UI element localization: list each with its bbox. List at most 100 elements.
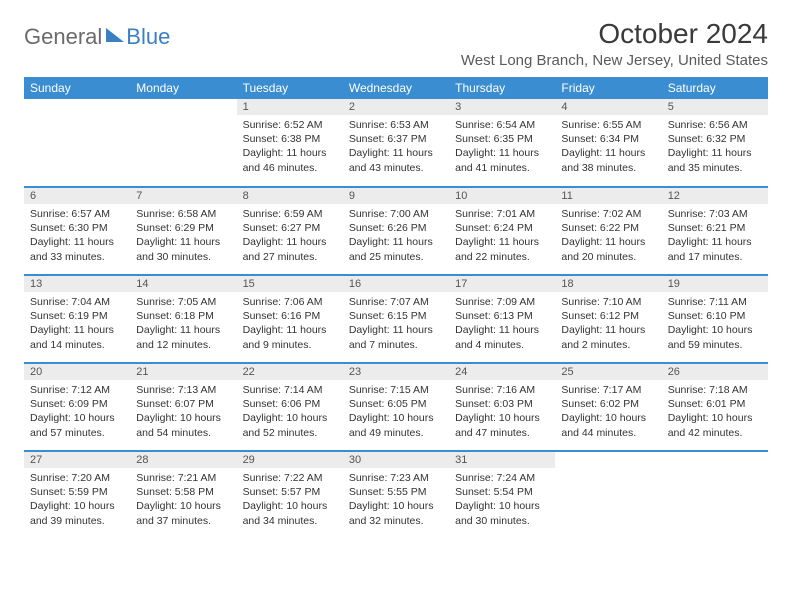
sunset-text: Sunset: 6:34 PM — [561, 132, 655, 146]
sunrise-text: Sunrise: 7:09 AM — [455, 295, 549, 309]
daylight-text: Daylight: 10 hours and 49 minutes. — [349, 411, 443, 439]
calendar-day-cell: 9Sunrise: 7:00 AMSunset: 6:26 PMDaylight… — [343, 187, 449, 275]
calendar-day-cell: 5Sunrise: 6:56 AMSunset: 6:32 PMDaylight… — [662, 99, 768, 187]
daylight-text: Daylight: 11 hours and 41 minutes. — [455, 146, 549, 174]
daylight-text: Daylight: 10 hours and 30 minutes. — [455, 499, 549, 527]
calendar-week-row: 27Sunrise: 7:20 AMSunset: 5:59 PMDayligh… — [24, 451, 768, 539]
daylight-text: Daylight: 10 hours and 57 minutes. — [30, 411, 124, 439]
daylight-text: Daylight: 10 hours and 59 minutes. — [668, 323, 762, 351]
header: General Blue October 2024 West Long Bran… — [24, 18, 768, 69]
weekday-header: Tuesday — [237, 77, 343, 99]
calendar-week-row: 20Sunrise: 7:12 AMSunset: 6:09 PMDayligh… — [24, 363, 768, 451]
daylight-text: Daylight: 11 hours and 9 minutes. — [243, 323, 337, 351]
calendar-day-cell: 13Sunrise: 7:04 AMSunset: 6:19 PMDayligh… — [24, 275, 130, 363]
day-number: 8 — [237, 188, 343, 204]
day-number: 14 — [130, 276, 236, 292]
weekday-header: Saturday — [662, 77, 768, 99]
daylight-text: Daylight: 10 hours and 52 minutes. — [243, 411, 337, 439]
calendar-day-cell: 8Sunrise: 6:59 AMSunset: 6:27 PMDaylight… — [237, 187, 343, 275]
sunset-text: Sunset: 6:02 PM — [561, 397, 655, 411]
daylight-text: Daylight: 10 hours and 42 minutes. — [668, 411, 762, 439]
day-content: Sunrise: 7:02 AMSunset: 6:22 PMDaylight:… — [555, 204, 661, 268]
day-number: 27 — [24, 452, 130, 468]
daylight-text: Daylight: 11 hours and 25 minutes. — [349, 235, 443, 263]
day-number: 29 — [237, 452, 343, 468]
day-number: 24 — [449, 364, 555, 380]
day-content: Sunrise: 7:03 AMSunset: 6:21 PMDaylight:… — [662, 204, 768, 268]
sunset-text: Sunset: 6:01 PM — [668, 397, 762, 411]
sunrise-text: Sunrise: 7:01 AM — [455, 207, 549, 221]
day-number: 15 — [237, 276, 343, 292]
location-subtitle: West Long Branch, New Jersey, United Sta… — [461, 52, 768, 69]
sunrise-text: Sunrise: 7:02 AM — [561, 207, 655, 221]
daylight-text: Daylight: 10 hours and 54 minutes. — [136, 411, 230, 439]
sunset-text: Sunset: 6:30 PM — [30, 221, 124, 235]
sunset-text: Sunset: 5:54 PM — [455, 485, 549, 499]
sunset-text: Sunset: 6:27 PM — [243, 221, 337, 235]
daylight-text: Daylight: 10 hours and 34 minutes. — [243, 499, 337, 527]
day-content: Sunrise: 6:54 AMSunset: 6:35 PMDaylight:… — [449, 115, 555, 179]
sunrise-text: Sunrise: 6:57 AM — [30, 207, 124, 221]
calendar-day-cell: 4Sunrise: 6:55 AMSunset: 6:34 PMDaylight… — [555, 99, 661, 187]
sunset-text: Sunset: 6:05 PM — [349, 397, 443, 411]
day-content: Sunrise: 6:52 AMSunset: 6:38 PMDaylight:… — [237, 115, 343, 179]
day-number: 25 — [555, 364, 661, 380]
sunrise-text: Sunrise: 7:20 AM — [30, 471, 124, 485]
day-content: Sunrise: 6:59 AMSunset: 6:27 PMDaylight:… — [237, 204, 343, 268]
day-content: Sunrise: 7:09 AMSunset: 6:13 PMDaylight:… — [449, 292, 555, 356]
calendar-day-cell: 3Sunrise: 6:54 AMSunset: 6:35 PMDaylight… — [449, 99, 555, 187]
daylight-text: Daylight: 10 hours and 37 minutes. — [136, 499, 230, 527]
day-content: Sunrise: 7:12 AMSunset: 6:09 PMDaylight:… — [24, 380, 130, 444]
calendar-day-cell: 23Sunrise: 7:15 AMSunset: 6:05 PMDayligh… — [343, 363, 449, 451]
day-content: Sunrise: 6:57 AMSunset: 6:30 PMDaylight:… — [24, 204, 130, 268]
calendar-day-cell — [555, 451, 661, 539]
day-content: Sunrise: 6:56 AMSunset: 6:32 PMDaylight:… — [662, 115, 768, 179]
calendar-day-cell — [130, 99, 236, 187]
sunrise-text: Sunrise: 7:12 AM — [30, 383, 124, 397]
day-number: 7 — [130, 188, 236, 204]
weekday-header: Thursday — [449, 77, 555, 99]
sunset-text: Sunset: 6:15 PM — [349, 309, 443, 323]
sunrise-text: Sunrise: 7:22 AM — [243, 471, 337, 485]
calendar-day-cell: 20Sunrise: 7:12 AMSunset: 6:09 PMDayligh… — [24, 363, 130, 451]
daylight-text: Daylight: 10 hours and 47 minutes. — [455, 411, 549, 439]
day-number — [130, 99, 236, 103]
calendar-week-row: 13Sunrise: 7:04 AMSunset: 6:19 PMDayligh… — [24, 275, 768, 363]
day-number: 17 — [449, 276, 555, 292]
sunrise-text: Sunrise: 6:59 AM — [243, 207, 337, 221]
day-number: 13 — [24, 276, 130, 292]
sunrise-text: Sunrise: 7:23 AM — [349, 471, 443, 485]
day-content: Sunrise: 6:55 AMSunset: 6:34 PMDaylight:… — [555, 115, 661, 179]
sunset-text: Sunset: 6:37 PM — [349, 132, 443, 146]
calendar-day-cell: 16Sunrise: 7:07 AMSunset: 6:15 PMDayligh… — [343, 275, 449, 363]
day-number: 28 — [130, 452, 236, 468]
daylight-text: Daylight: 10 hours and 32 minutes. — [349, 499, 443, 527]
calendar-day-cell: 29Sunrise: 7:22 AMSunset: 5:57 PMDayligh… — [237, 451, 343, 539]
day-number: 1 — [237, 99, 343, 115]
sunrise-text: Sunrise: 7:07 AM — [349, 295, 443, 309]
sunset-text: Sunset: 6:12 PM — [561, 309, 655, 323]
logo: General Blue — [24, 18, 170, 50]
daylight-text: Daylight: 11 hours and 27 minutes. — [243, 235, 337, 263]
daylight-text: Daylight: 10 hours and 44 minutes. — [561, 411, 655, 439]
day-number: 30 — [343, 452, 449, 468]
calendar-day-cell: 19Sunrise: 7:11 AMSunset: 6:10 PMDayligh… — [662, 275, 768, 363]
sunrise-text: Sunrise: 6:56 AM — [668, 118, 762, 132]
sunrise-text: Sunrise: 7:11 AM — [668, 295, 762, 309]
daylight-text: Daylight: 10 hours and 39 minutes. — [30, 499, 124, 527]
calendar-day-cell: 14Sunrise: 7:05 AMSunset: 6:18 PMDayligh… — [130, 275, 236, 363]
sunrise-text: Sunrise: 7:24 AM — [455, 471, 549, 485]
sunset-text: Sunset: 6:07 PM — [136, 397, 230, 411]
sunrise-text: Sunrise: 6:53 AM — [349, 118, 443, 132]
sunset-text: Sunset: 6:38 PM — [243, 132, 337, 146]
day-content: Sunrise: 7:16 AMSunset: 6:03 PMDaylight:… — [449, 380, 555, 444]
sunset-text: Sunset: 6:19 PM — [30, 309, 124, 323]
month-title: October 2024 — [461, 18, 768, 50]
calendar-day-cell: 11Sunrise: 7:02 AMSunset: 6:22 PMDayligh… — [555, 187, 661, 275]
day-number: 6 — [24, 188, 130, 204]
logo-triangle-icon — [106, 28, 124, 42]
day-number: 26 — [662, 364, 768, 380]
daylight-text: Daylight: 11 hours and 14 minutes. — [30, 323, 124, 351]
calendar-day-cell: 24Sunrise: 7:16 AMSunset: 6:03 PMDayligh… — [449, 363, 555, 451]
sunset-text: Sunset: 6:03 PM — [455, 397, 549, 411]
